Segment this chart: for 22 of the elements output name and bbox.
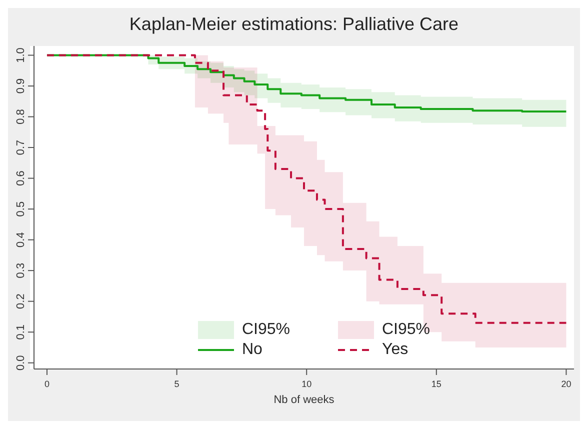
y-tick-label: 0.6 <box>15 170 27 186</box>
y-tick-label: 1.0 <box>15 48 27 63</box>
chart-title: Kaplan-Meier estimations: Palliative Care <box>128 14 460 35</box>
y-tick-label: 0.5 <box>15 201 27 217</box>
y-tick-label: 0.0 <box>15 355 27 370</box>
y-tick-label: 0.1 <box>15 324 27 340</box>
y-tick-label: 0.7 <box>15 140 27 156</box>
y-tick-label: 0.3 <box>15 262 27 278</box>
x-tick-label: 15 <box>431 379 442 389</box>
x-axis-title: Nb of weeks <box>274 394 335 406</box>
x-tick-label: 20 <box>561 379 572 389</box>
y-tick-label: 0.8 <box>15 109 27 124</box>
y-tick-label: 0.9 <box>15 78 27 94</box>
annotation: CI95% <box>242 321 290 339</box>
x-tick-label: 10 <box>302 379 312 389</box>
legend-label: Yes <box>382 341 408 359</box>
annotation: CI95% <box>382 321 430 339</box>
legend-label: No <box>242 341 262 359</box>
y-tick-label: 0.2 <box>15 294 27 309</box>
y-tick-label: 0.4 <box>15 232 27 248</box>
x-tick-label: 5 <box>174 379 180 389</box>
x-tick-label: 0 <box>44 379 50 389</box>
